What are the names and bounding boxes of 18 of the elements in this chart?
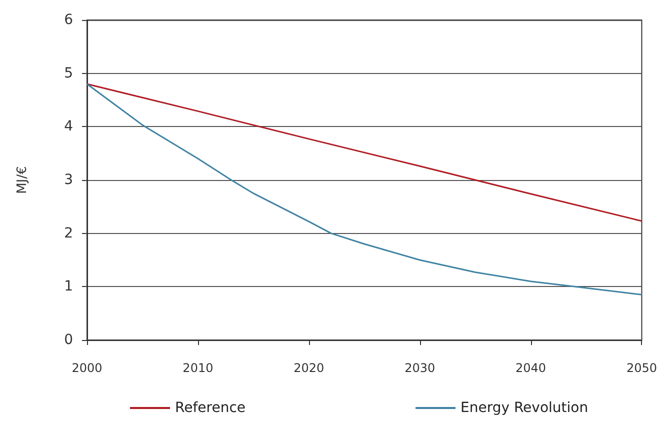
y-tick-label: 4 [64,118,74,135]
y-tick-label: 3 [64,172,73,188]
x-tick-label: 2000 [72,361,102,375]
y-tick-label: 0 [64,332,73,348]
legend-label: Energy Revolution [460,400,588,416]
x-tick-label: 2020 [294,361,324,375]
x-tick-label: 2040 [516,361,546,375]
x-tick-label: 2030 [404,361,436,375]
y-tick-label: 6 [64,12,74,28]
legend-label: Reference [175,400,246,416]
line-series [86,83,642,296]
x-tick-label: 2010 [182,361,214,375]
line-series [86,83,642,222]
y-tick-label: 5 [64,65,73,82]
y-tick-label: 1 [64,278,73,295]
x-tick-label: 2050 [626,361,658,375]
y-tick-label: 2 [64,225,73,242]
y-axis-title: MJ/€ [15,166,30,194]
